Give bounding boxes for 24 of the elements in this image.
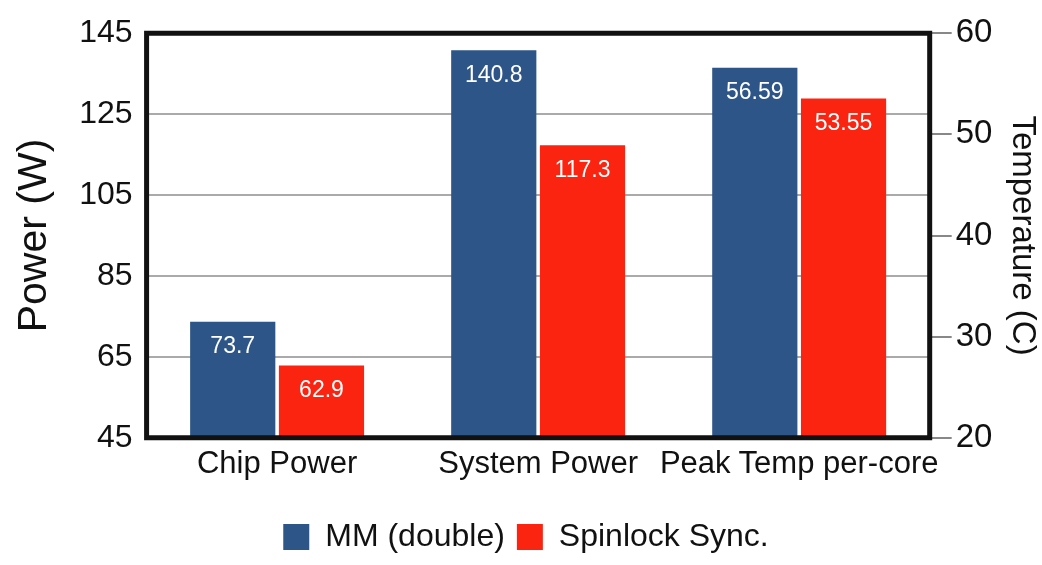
y-tick-label: 125 — [79, 93, 133, 130]
y-tick-label: 85 — [97, 255, 133, 292]
data-label: 62.9 — [299, 375, 344, 402]
y2-tick-label: 40 — [955, 214, 993, 252]
y-tick-label: 45 — [97, 417, 133, 454]
y2-tick-label: 30 — [955, 315, 993, 353]
y-tick-label: 145 — [79, 13, 133, 50]
y-tick-label: 65 — [97, 336, 133, 373]
y-axis-title: Power (W) — [8, 138, 55, 333]
x-tick-label: Chip Power — [196, 444, 358, 480]
data-label: 140.8 — [464, 60, 523, 87]
data-label: 73.7 — [210, 332, 256, 359]
legend-label: Spinlock Sync. — [558, 516, 769, 553]
y2-axis-title: Temperature (C) — [1006, 115, 1042, 356]
y2-tick-label: 20 — [955, 416, 993, 454]
y2-tick-label: 60 — [955, 12, 993, 50]
data-label: 117.3 — [554, 155, 611, 182]
x-tick-label: System Power — [438, 444, 639, 480]
x-tick-label: Peak Temp per-core — [659, 444, 939, 480]
y-tick-label: 105 — [79, 174, 133, 211]
data-label: 53.55 — [814, 108, 873, 135]
data-label: 56.59 — [726, 78, 784, 105]
y2-tick-label: 50 — [955, 113, 993, 151]
legend-label: MM (double) — [325, 516, 505, 553]
